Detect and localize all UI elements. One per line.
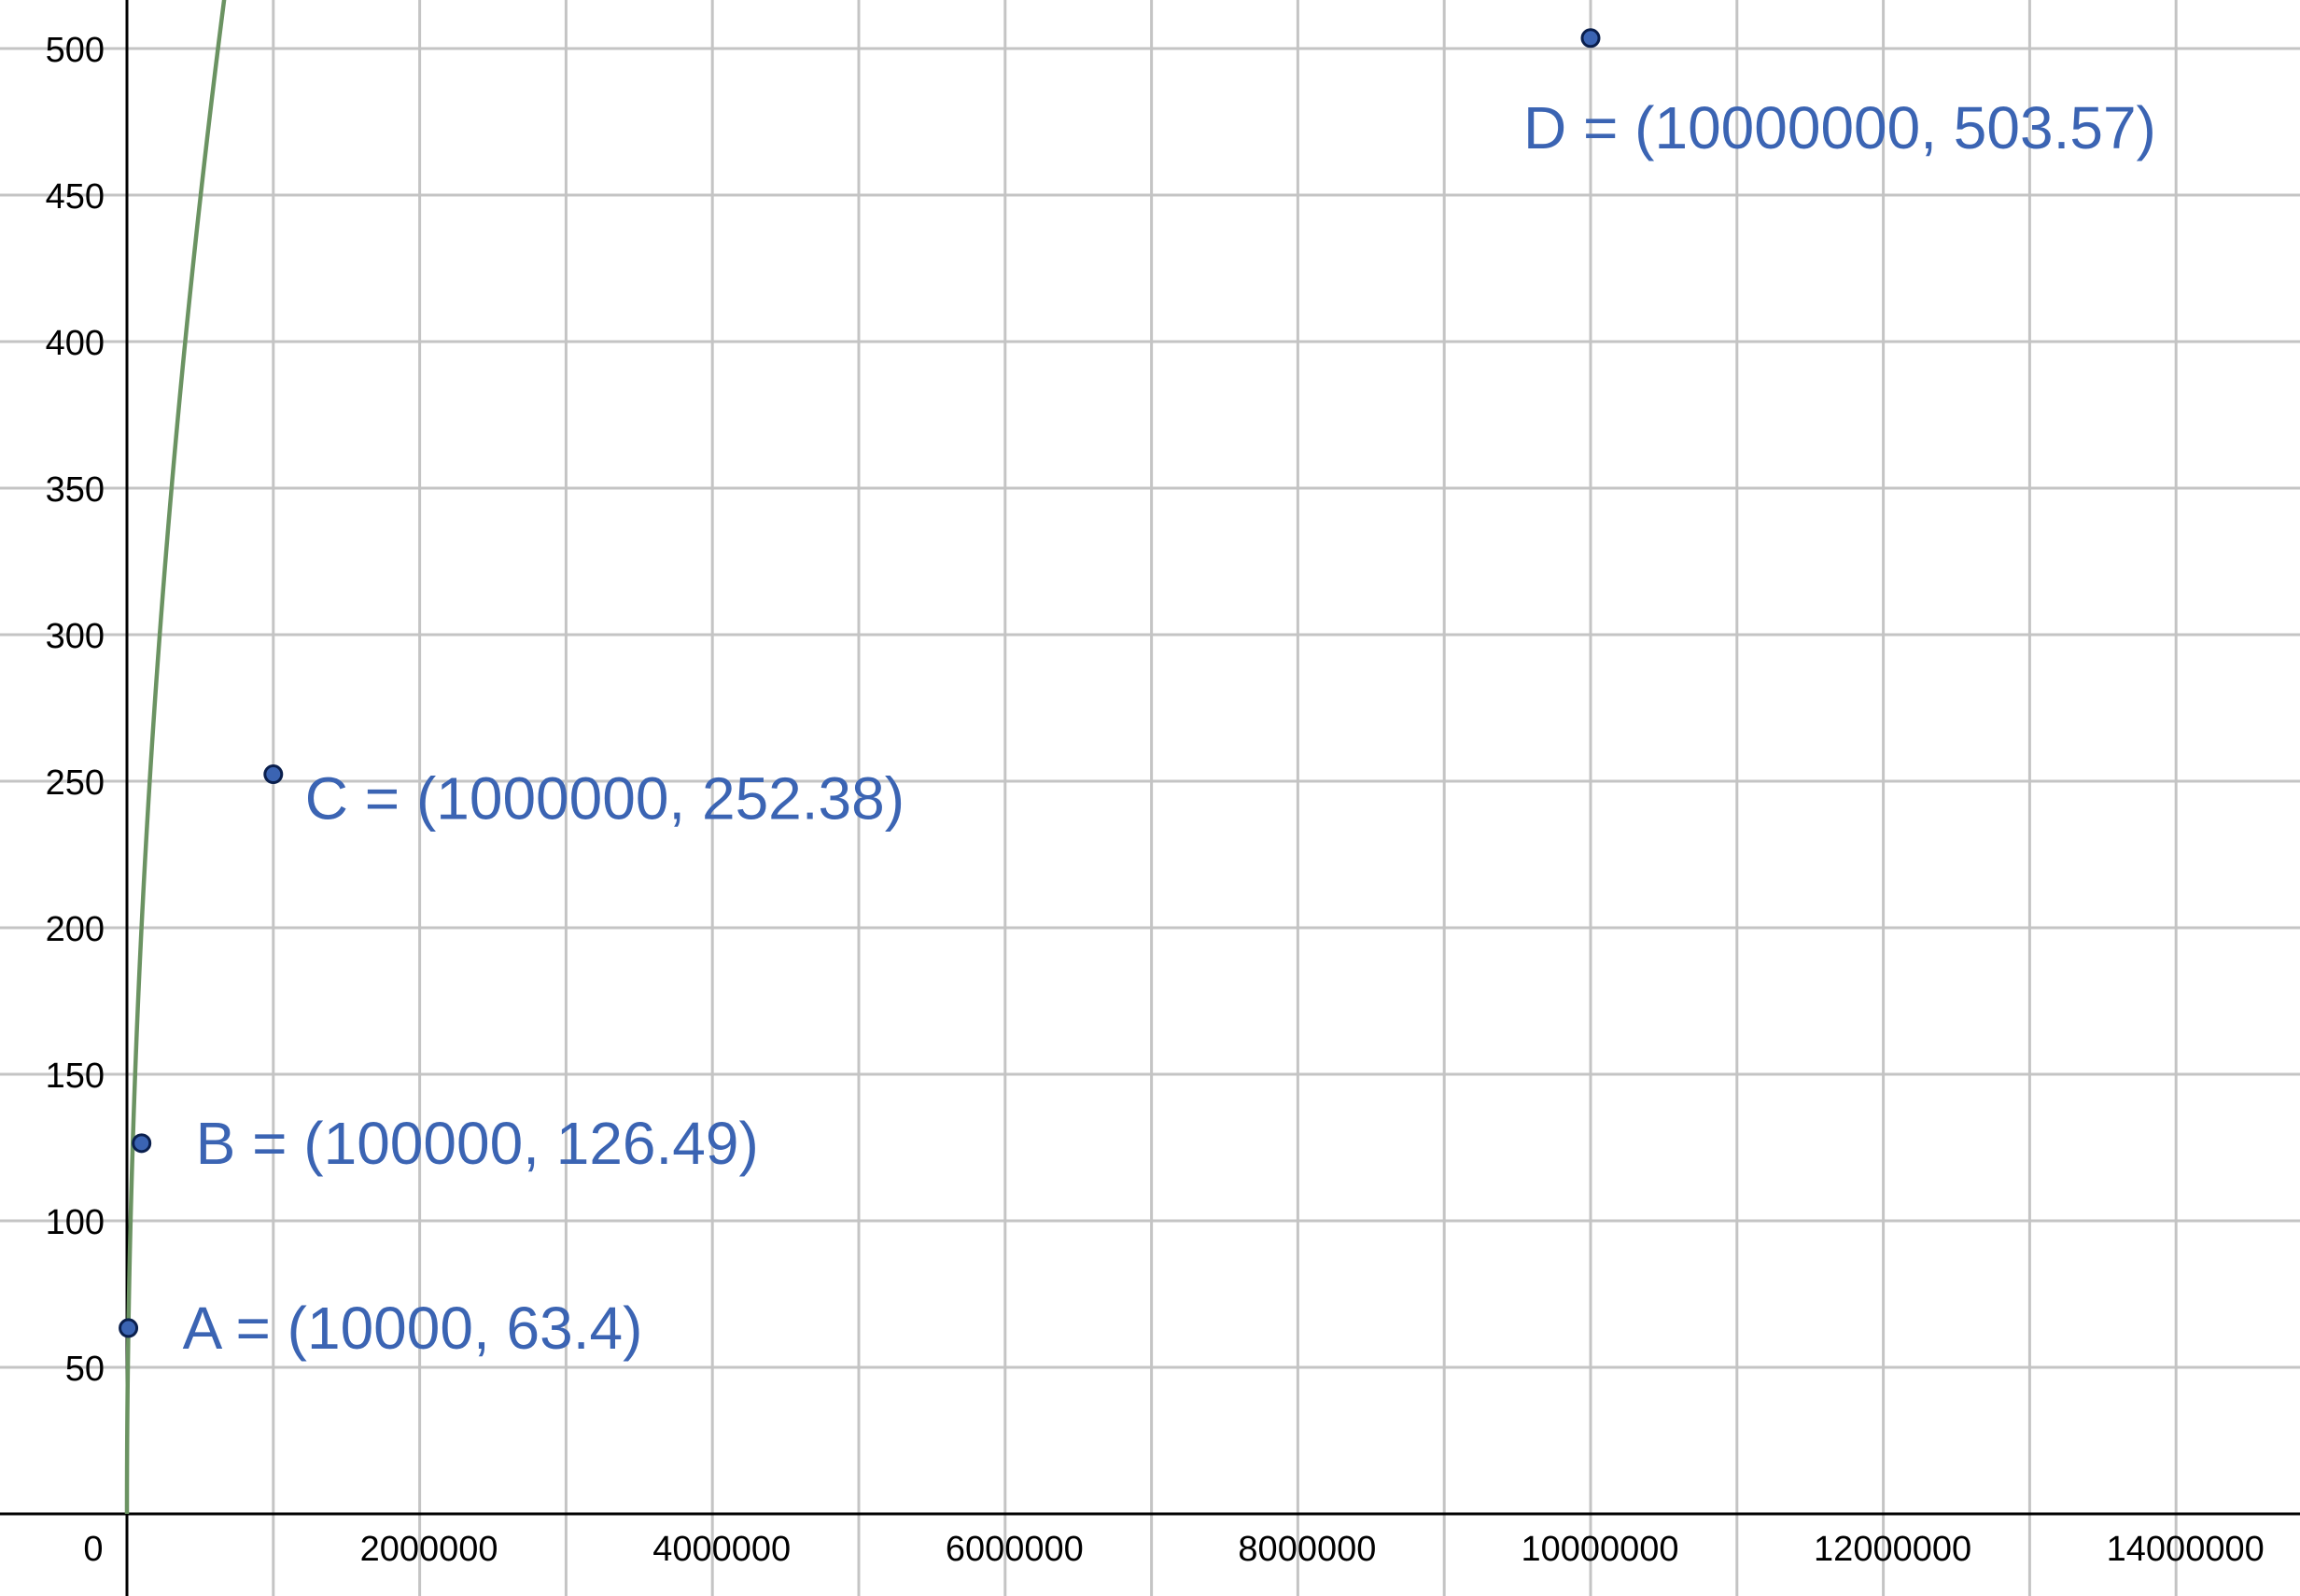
y-tick-label-200: 200: [46, 910, 105, 949]
point-C: [263, 764, 284, 785]
y-tick-label-400: 400: [46, 324, 105, 363]
point-D: [1580, 28, 1601, 49]
y-tick-label-100: 100: [46, 1203, 105, 1242]
x-tick-label-10000000: 10000000: [1521, 1530, 1678, 1569]
y-tick-label-450: 450: [46, 177, 105, 217]
x-tick-label-14000000: 14000000: [2107, 1530, 2265, 1569]
point-A: [119, 1318, 139, 1338]
y-tick-label-350: 350: [46, 470, 105, 510]
x-tick-label-2000000: 2000000: [360, 1530, 498, 1569]
series-curve-0: [124, 0, 227, 1514]
point-B: [132, 1133, 152, 1154]
point-label-B: B = (100000, 126.49): [196, 1110, 759, 1177]
origin-label: 0: [83, 1530, 103, 1569]
point-label-D: D = (10000000, 503.57): [1523, 94, 2156, 161]
x-tick-label-6000000: 6000000: [946, 1530, 1084, 1569]
point-labels: A = (10000, 63.4) B = (100000, 126.49) C =…: [183, 94, 2156, 1362]
point-label-A: A = (10000, 63.4): [183, 1295, 643, 1362]
y-tick-label-250: 250: [46, 763, 105, 803]
tick-labels: 50 100 150 200 250 300 350 400 450 500 2000000 4000…: [46, 31, 2265, 1569]
y-tick-label-50: 50: [65, 1350, 105, 1389]
x-tick-label-4000000: 4000000: [652, 1530, 791, 1569]
y-tick-label-500: 500: [46, 31, 105, 70]
curve-layer: [124, 0, 227, 1514]
y-tick-label-150: 150: [46, 1057, 105, 1096]
point-label-C: C = (1000000, 252.38): [305, 765, 905, 833]
y-tick-label-300: 300: [46, 617, 105, 656]
x-tick-label-12000000: 12000000: [1814, 1530, 1971, 1569]
x-tick-label-8000000: 8000000: [1238, 1530, 1376, 1569]
data-points: [119, 28, 1601, 1338]
